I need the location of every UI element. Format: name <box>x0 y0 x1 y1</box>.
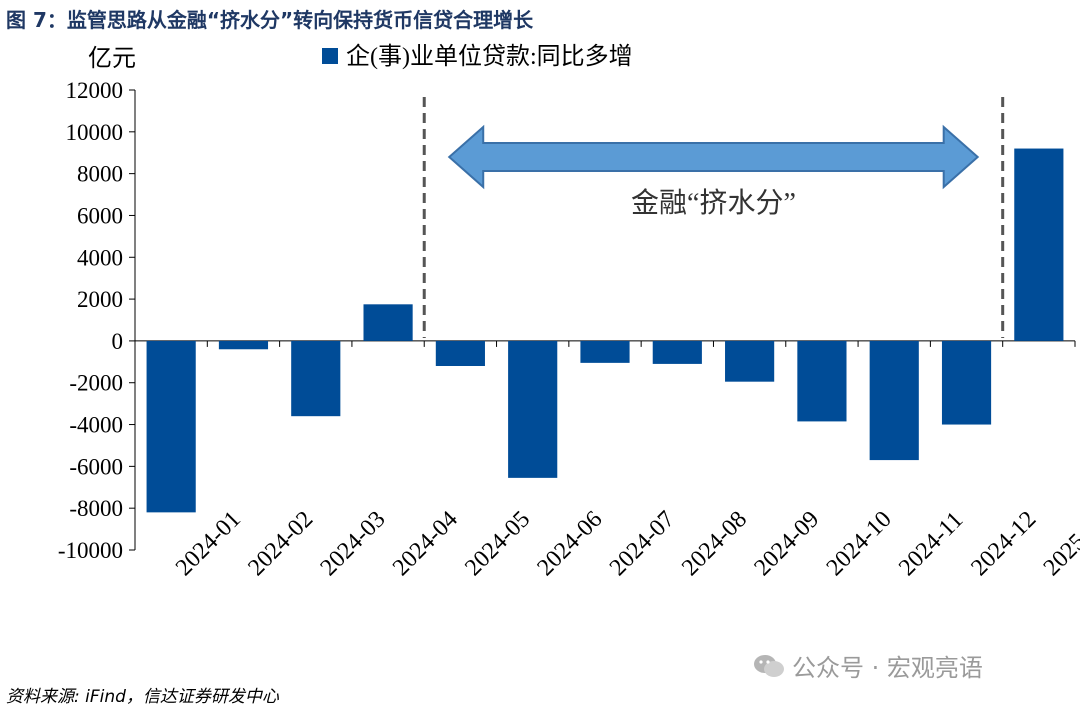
y-tick-label: 12000 <box>66 78 124 103</box>
double-arrow <box>447 124 980 190</box>
x-tick-label: 2024-07 <box>605 506 680 581</box>
bar-2024-04 <box>363 304 413 341</box>
bar-2024-01 <box>146 340 196 513</box>
y-tick-label: -8000 <box>69 496 123 521</box>
x-tick-label: 2024-03 <box>316 506 391 581</box>
bar-2024-06 <box>508 340 558 478</box>
bar-2024-10 <box>797 340 847 422</box>
figure-title: 图 7：监管思路从金融“挤水分”转向保持货币信贷合理增长 <box>6 8 534 32</box>
y-tick-labels: 12000 10000 8000 6000 4000 2000 0 -2000 -4000 -60… <box>58 45 136 563</box>
x-tick-label: 2024-02 <box>243 506 318 581</box>
x-tick-labels: 2024-012024-022024-032024-042024-052024-… <box>171 506 1080 581</box>
watermark-text: 公众号 · 宏观亮语 <box>792 654 983 682</box>
x-tick-label: 2024-08 <box>677 506 752 581</box>
y-tick-label: 10000 <box>66 120 124 145</box>
y-tick-label: 6000 <box>77 203 123 228</box>
legend: 企(事)业单位贷款:同比多增 <box>322 43 633 70</box>
x-tick-label: 2024-01 <box>171 506 246 581</box>
bar-2024-11 <box>869 340 919 461</box>
x-tick-label: 2024-05 <box>460 506 535 581</box>
y-unit-label: 亿元 <box>88 45 136 72</box>
x-tick-label: 2024-11 <box>894 507 968 581</box>
annotation-text: 金融“挤水分” <box>631 187 796 219</box>
legend-swatch <box>322 48 338 64</box>
y-tick-label: -4000 <box>69 413 123 438</box>
x-tick-label: 2024-06 <box>533 506 608 581</box>
bar-2024-05 <box>435 340 485 366</box>
watermark: 公众号 · 宏观亮语 <box>752 648 983 683</box>
source-note: 资料来源: iFind，信达证券研发中心 <box>6 687 279 707</box>
x-tick-label: 2025-01 <box>1039 506 1080 581</box>
x-tick-label: 2024-10 <box>822 506 897 581</box>
bar-2024-09 <box>725 340 775 382</box>
y-tick-label: 2000 <box>77 287 123 312</box>
y-tick-label: 0 <box>112 329 124 354</box>
y-tick-label: 8000 <box>77 162 123 187</box>
x-tick-label: 2024-09 <box>749 506 824 581</box>
y-tick-label: -2000 <box>69 371 123 396</box>
y-tick-label: 4000 <box>77 245 123 270</box>
bar-2024-07 <box>580 340 630 363</box>
x-tick-label: 2024-04 <box>388 506 463 581</box>
bar-2024-02 <box>218 340 269 350</box>
annotation: 金融“挤水分” <box>422 97 1005 338</box>
bars <box>146 148 1064 513</box>
y-tick-label: -10000 <box>58 538 123 563</box>
bar-2024-03 <box>291 340 341 417</box>
legend-label: 企(事)业单位贷款:同比多增 <box>346 43 633 70</box>
bar-2024-12 <box>941 340 992 425</box>
y-tick-label: -6000 <box>69 454 123 479</box>
bar-2025-01 <box>1014 148 1064 341</box>
bar-2024-08 <box>652 340 702 364</box>
wechat-icon <box>754 654 784 677</box>
x-tick-label: 2024-12 <box>966 506 1041 581</box>
